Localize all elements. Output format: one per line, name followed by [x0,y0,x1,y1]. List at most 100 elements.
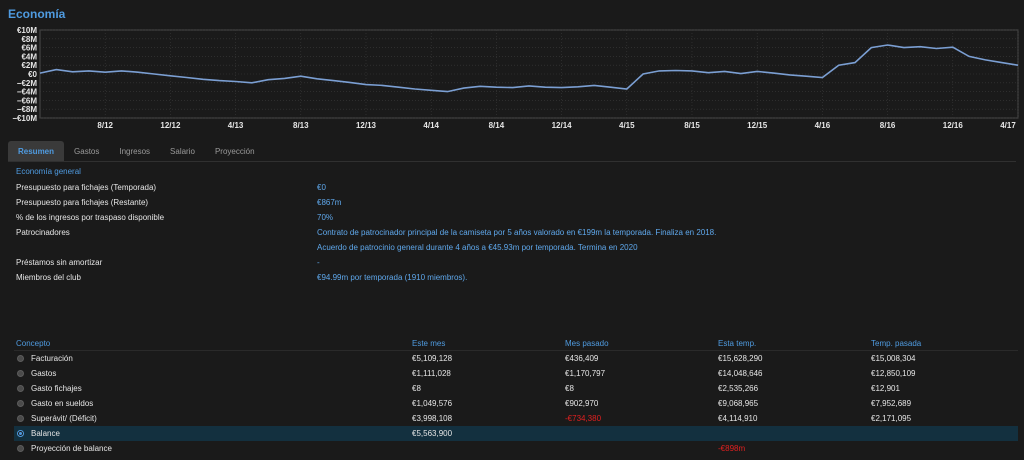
value-cell: €2,535,266 [718,384,759,393]
x-tick-label: 12/13 [356,121,377,130]
value-cell: €9,068,965 [718,399,759,408]
value-cell: €1,111,028 [412,369,451,378]
table-row[interactable]: Gasto en sueldos €1,049,576 €902,970 €9,068… [14,396,1018,411]
row-radio-icon[interactable] [17,430,24,437]
finance-table-body: Facturación €5,109,128 €436,409 €15,628,290… [14,351,1018,456]
balance-line [39,44,1019,93]
concept-cell: Gasto en sueldos [14,399,412,408]
y-tick-label: −€8M [17,105,38,114]
concept-cell: Balance [14,429,412,438]
finance-table-header: Concepto Este mes Mes pasado Esta temp. … [14,336,1018,351]
x-tick-label: 4/15 [619,121,635,130]
tab-gastos[interactable]: Gastos [74,146,100,156]
y-tick-label: €10M [17,26,37,35]
y-tick-label: €8M [21,35,37,44]
table-row[interactable]: Gasto fichajes €8 €8 €2,535,266 €12,901 [14,381,1018,396]
concept-label: Proyección de balance [31,444,112,453]
header-temp-pasada: Temp. pasada [871,338,922,348]
row-radio-icon[interactable] [17,415,24,422]
value-cell: €7,952,689 [871,399,912,408]
x-tick-label: 8/15 [684,121,700,130]
value-cell: €3,998,108 [412,414,453,423]
info-row: Presupuesto para fichajes (Temporada) €0 [16,180,1016,195]
value-cell: €12,901 [871,384,900,393]
row-radio-icon[interactable] [17,370,24,377]
x-tick-label: 12/12 [160,121,181,130]
value-cell: -€898m [718,444,746,453]
value-cell: €5,109,128 [412,354,453,363]
x-tick-label: 8/16 [880,121,896,130]
value-cell: €12,850,109 [871,369,916,378]
x-tick-label: 4/16 [815,121,831,130]
info-value: Contrato de patrocinador principal de la… [317,228,717,237]
x-tick-label: 8/13 [293,121,309,130]
table-row[interactable]: Gastos €1,111,028 €1,170,797 €14,048,646 €12… [14,366,1018,381]
tab-proyeccion[interactable]: Proyección [214,146,255,156]
y-tick-label: −€4M [17,88,38,97]
concept-label: Balance [31,429,60,438]
value-cell: €902,970 [565,399,599,408]
info-value: €0 [317,183,326,192]
value-cell: €1,049,576 [412,399,453,408]
info-value: €94.99m por temporada (1910 miembros). [317,273,468,282]
y-tick-label: −€2M [17,79,38,88]
info-row: % de los ingresos por traspaso disponibl… [16,210,1016,225]
table-row[interactable]: Superávit/ (Déficit) €3,998,108 -€734,380 €… [14,411,1018,426]
concept-cell: Proyección de balance [14,444,412,453]
row-radio-icon[interactable] [17,355,24,362]
balance-chart: €10M €8M €6M €4M €2M €0 −€2M −€4M −€6M −€8M −€10M 8… [0,24,1024,132]
header-mes-pasado: Mes pasado [565,338,609,348]
tab-bar: Resumen Gastos Ingresos Salario Proyección [8,141,265,161]
x-tick-label: 4/14 [423,121,439,130]
tab-resumen[interactable]: Resumen [8,141,65,161]
tab-salario[interactable]: Salario [170,146,195,156]
value-cell: €15,628,290 [718,354,763,363]
value-cell: €2,171,095 [871,414,912,423]
value-cell: €5,563,900 [412,429,453,438]
tab-ingresos[interactable]: Ingresos [119,146,151,156]
info-label: Miembros del club [16,273,81,282]
row-radio-icon[interactable] [17,445,24,452]
x-tick-label: 12/15 [747,121,768,130]
header-este-mes: Este mes [412,338,446,348]
value-cell: €14,048,646 [718,369,763,378]
concept-cell: Gastos [14,369,412,378]
info-label: % de los ingresos por traspaso disponibl… [16,213,165,222]
info-label: Préstamos sin amortizar [16,258,103,267]
info-row: Patrocinadores Contrato de patrocinador p… [16,225,1016,240]
info-value: Acuerdo de patrocinio general durante 4 … [317,243,638,252]
info-row: Presupuesto para fichajes (Restante) €867… [16,195,1016,210]
header-esta-temp: Esta temp. [718,338,757,348]
y-tick-label: −€6M [17,96,38,105]
y-tick-label: €6M [21,44,37,53]
finance-table: Concepto Este mes Mes pasado Esta temp. … [14,336,1018,456]
info-row: Préstamos sin amortizar - [16,255,1016,270]
table-row[interactable]: Facturación €5,109,128 €436,409 €15,628,290… [14,351,1018,366]
info-value: €867m [317,198,342,207]
table-row[interactable]: Balance €5,563,900 [14,426,1018,441]
x-tick-label: 12/16 [943,121,964,130]
value-cell: €15,008,304 [871,354,916,363]
y-tick-label: €2M [21,61,37,70]
info-value: 70% [317,213,334,222]
x-tick-label: 8/14 [489,121,505,130]
concept-cell: Superávit/ (Déficit) [14,414,412,423]
tab-divider [8,161,1016,162]
value-cell: €8 [565,384,574,393]
row-radio-icon[interactable] [17,400,24,407]
value-cell: €8 [412,384,421,393]
concept-label: Superávit/ (Déficit) [31,414,97,423]
value-cell: €436,409 [565,354,599,363]
concept-cell: Gasto fichajes [14,384,412,393]
table-row[interactable]: Proyección de balance -€898m [14,441,1018,456]
info-row: Acuerdo de patrocinio general durante 4 … [16,240,1016,255]
page-title: Economía [8,7,66,21]
x-tick-label: 4/13 [228,121,244,130]
row-radio-icon[interactable] [17,385,24,392]
concept-label: Gastos [31,369,57,378]
value-cell: €1,170,797 [565,369,606,378]
info-label: Presupuesto para fichajes (Restante) [16,198,149,207]
x-tick-label: 8/12 [97,121,113,130]
y-tick-label: €0 [28,70,37,79]
general-info-list: Presupuesto para fichajes (Temporada) €0 P… [16,180,1016,285]
